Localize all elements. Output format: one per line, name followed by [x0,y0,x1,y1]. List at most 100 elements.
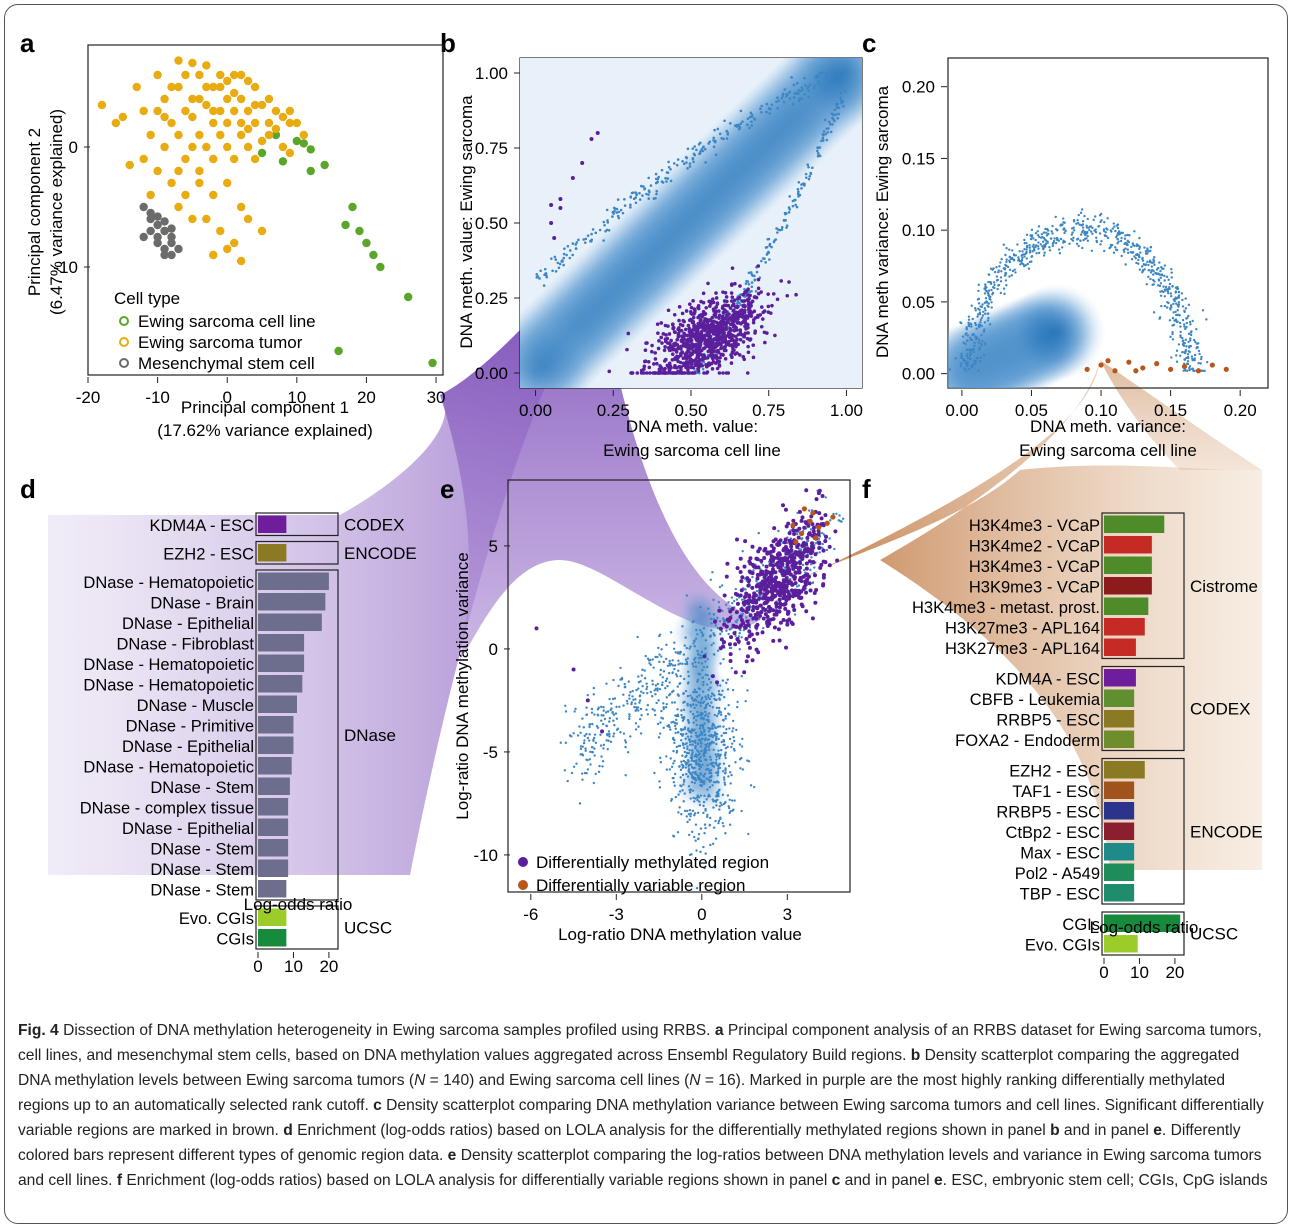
panel-e-density-point [722,802,726,806]
panel-b-dmr-point [695,324,700,328]
panel-c-density-point [1181,339,1185,343]
panel-c-density-point [1112,251,1116,254]
panel-e-density-point [639,680,642,683]
panel-e-dmr-point [780,562,785,567]
panel-c-density-point [1014,271,1017,274]
panel-e-density-point [759,594,762,597]
panel-b-density-point [602,220,606,224]
panel-b-dmr-point [684,351,689,356]
panel-c-density-point [1166,292,1170,295]
panel-e-density-point [702,782,706,785]
panel-c-density-point [1141,269,1145,272]
panel-b-density-point [822,130,826,133]
panel-b-density-point [673,162,676,165]
bar [258,757,292,775]
panel-e-density-point [710,643,713,647]
panel-c-density-point [1169,292,1173,295]
panel-e-density-point [701,676,704,679]
panel-c-density-point [1044,231,1048,234]
panel-c-density-point [1005,260,1008,264]
panel-e-density-point [673,641,676,644]
panel-e-density-point [693,715,696,718]
panel-e-xlabel: Log-ratio DNA methylation value [558,925,802,944]
panel-e-dmr-point [804,554,809,559]
panel-b-density-point [796,81,799,85]
panel-e-dmr-point [758,603,763,608]
panel-e-density-point [602,747,605,750]
panel-c-density-point [1083,214,1086,218]
panel-b-density-point [571,253,574,257]
figure-caption: Fig. 4 Dissection of DNA methylation het… [18,1018,1274,1193]
panel-c-density-point [993,286,996,290]
panel-e-density-point [728,727,731,730]
panel-b-density-point [701,367,705,371]
panel-b-dmr-point [714,291,718,295]
panel-e-density-point [700,650,704,654]
panel-b-density-point [629,203,632,207]
panel-b-density-point [843,90,847,93]
panel-c-density-point [1175,354,1178,357]
panel-e-density-point [686,735,690,738]
panel-e-density-point [668,664,672,667]
panel-e-dmr-point [806,574,811,579]
panel-e-dmr-point [820,493,825,498]
panel-e-density-point [702,804,705,808]
panel-e-dmr-point [804,547,809,552]
panel-e-density-point [674,651,677,654]
panel-e-density-point [700,713,704,716]
panel-c-density-point [1116,223,1120,226]
panel-e-dmr-point [747,578,752,583]
panel-e-density-point [659,673,662,676]
panel-c-density-point [1080,208,1084,211]
panel-b-density-point [571,242,575,245]
panel-c-density-point [965,348,969,351]
panel-e-density-point [606,710,610,713]
panel-e-density-point [638,699,642,702]
panel-b-density-point [647,176,651,180]
panel-c-density-point [1070,237,1073,241]
panel-c-density-point [1130,258,1134,261]
panel-b-dmr-point [728,322,733,327]
panel-b-dmr-point [644,341,648,345]
panel-e-density-point [735,728,738,732]
panel-b-density-point [749,111,753,115]
pca-point [209,250,218,260]
panel-b-dmr-point [700,363,705,368]
panel-e-density-point [717,737,720,741]
panel-e-density-point [684,742,687,746]
panel-e-density-point [677,731,680,734]
panel-b-dmr-point [756,264,761,268]
panel-e-dmr-point [733,591,738,596]
panel-a-pca: -20 -10 0 10 20 30-100 Principal component 1 … [25,44,446,440]
panel-e-dmr-point [768,557,773,562]
panel-b-dmr-point [738,312,743,317]
panel-c-density-point [995,275,999,278]
panel-b-density-point [812,86,816,90]
panel-e-density-point [683,750,687,754]
panel-e-density-point [693,812,697,815]
panel-e-density-point [689,645,692,648]
panel-b-dmr-point [741,320,745,324]
panel-e-density-point [829,519,832,522]
panel-e-density-point [676,685,679,688]
panel-a-legend-label-3: Mesenchymal stem cell [138,354,315,373]
caption-n: N [414,1072,426,1089]
panel-e-density-point [610,702,613,705]
panel-c-density-point [1124,247,1127,250]
pca-point [271,130,281,140]
panel-c-density-point [1054,241,1058,245]
panel-c-density-point [983,301,987,304]
panel-e-density-point [723,754,727,757]
panel-c-density-point [1002,243,1006,246]
pca-point [118,112,128,122]
panel-e-density-point [679,776,682,779]
panel-c-density-point [1187,303,1191,307]
panel-e-density-point [632,698,635,701]
panel-e-density-point [672,647,676,650]
panel-e-density-point [564,741,568,745]
pca-point [153,232,162,242]
panel-c-density-point [1133,244,1136,248]
panel-c-density-point [1034,238,1037,242]
panel-e-density-point [612,719,615,722]
panel-c-density-point [1151,273,1155,276]
